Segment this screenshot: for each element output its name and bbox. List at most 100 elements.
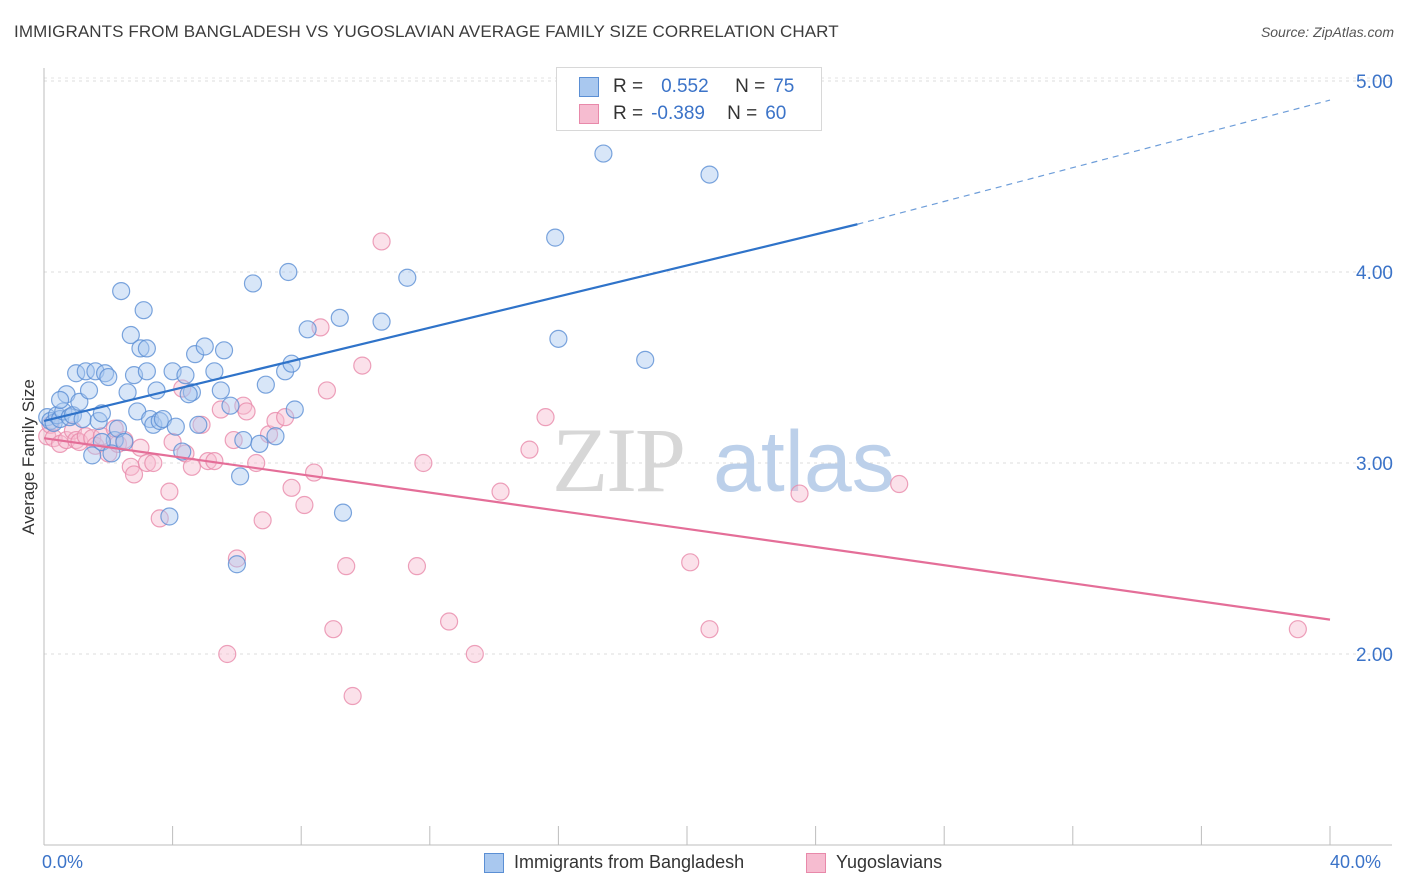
point-bangladesh — [195, 337, 214, 356]
point-yugoslavian — [890, 474, 909, 494]
point-bangladesh — [150, 411, 169, 431]
y-tick-label: 4.00 — [1356, 263, 1393, 284]
point-yugoslavian — [276, 408, 295, 427]
point-bangladesh — [546, 228, 565, 247]
x-tick-label-max: 40.0% — [1330, 852, 1382, 872]
watermark-atlas: atlas — [713, 414, 895, 510]
point-yugoslavian — [536, 408, 555, 427]
point-bangladesh — [700, 165, 719, 184]
point-bangladesh — [231, 467, 250, 486]
point-bangladesh — [333, 503, 353, 522]
point-yugoslavian — [317, 381, 337, 400]
legend-row-yugoslavians: R = -0.389 N = 60 — [579, 102, 786, 126]
point-yugoslavian — [439, 612, 459, 631]
watermark: ZIP atlas — [552, 409, 895, 511]
legend-n-label: N = — [735, 76, 766, 97]
point-bangladesh — [160, 507, 179, 526]
point-bangladesh — [186, 345, 205, 364]
point-yugoslavian — [324, 620, 343, 639]
point-yugoslavian — [234, 396, 253, 415]
series-legend: Immigrants from Bangladesh Yugoslavians — [0, 852, 1406, 878]
legend-row-bangladesh: R = 0.552 N = 75 — [579, 75, 794, 99]
point-yugoslavian — [414, 453, 433, 473]
legend-r-label: R = — [613, 76, 644, 97]
point-bangladesh — [76, 362, 95, 381]
point-bangladesh — [243, 274, 263, 293]
legend-swatch-blue — [579, 77, 599, 97]
point-bangladesh — [189, 415, 208, 434]
point-yugoslavian — [253, 511, 272, 530]
point-yugoslavian — [343, 686, 362, 706]
legend-swatch-pink — [806, 852, 826, 873]
point-yugoslavian — [224, 430, 243, 450]
point-bangladesh — [285, 400, 304, 419]
point-bangladesh — [282, 354, 301, 373]
point-yugoslavian — [163, 432, 182, 452]
trend-line-bangladesh — [43, 223, 858, 423]
legend-label-bangladesh: Immigrants from Bangladesh — [514, 852, 745, 872]
data-points — [38, 144, 1307, 706]
point-bangladesh — [549, 329, 568, 348]
point-bangladesh — [176, 366, 195, 385]
point-bangladesh — [79, 381, 99, 400]
point-yugoslavian — [304, 463, 324, 482]
point-bangladesh — [131, 339, 150, 358]
point-bangladesh — [221, 396, 240, 415]
y-axis-label: Average Family Size — [19, 379, 38, 535]
point-yugoslavian — [160, 482, 179, 501]
point-yugoslavian — [681, 553, 700, 572]
point-yugoslavian — [124, 465, 144, 484]
grid-lines — [44, 77, 1392, 655]
trend-lines — [43, 99, 1331, 621]
point-yugoslavian — [790, 484, 809, 503]
point-bangladesh — [214, 341, 234, 360]
point-bangladesh — [234, 430, 253, 450]
point-bangladesh — [50, 390, 70, 410]
y-tick-label: 2.00 — [1356, 645, 1393, 666]
legend-swatch-blue — [484, 852, 504, 873]
point-bangladesh — [256, 375, 275, 394]
point-bangladesh — [594, 144, 613, 163]
point-yugoslavian — [520, 440, 539, 459]
legend-n-value: 60 — [765, 103, 787, 124]
watermark-zip: ZIP — [552, 409, 684, 511]
x-tick-label-min: 0.0% — [42, 852, 84, 872]
point-yugoslavian — [700, 620, 719, 639]
legend-r-value: -0.389 — [651, 103, 705, 124]
point-yugoslavian — [137, 453, 156, 473]
point-yugoslavian — [237, 402, 256, 421]
point-yugoslavian — [266, 411, 285, 431]
correlation-legend: R = 0.552 N = 75 R = -0.389 N = 60 — [556, 67, 822, 131]
point-yugoslavian — [211, 400, 230, 419]
point-bangladesh — [83, 446, 102, 465]
legend-n-value: 75 — [773, 76, 795, 97]
point-yugoslavian — [295, 495, 314, 515]
point-bangladesh — [147, 381, 166, 400]
y-tick-label: 3.00 — [1356, 454, 1393, 475]
point-bangladesh — [372, 312, 391, 331]
point-bangladesh — [250, 434, 269, 453]
legend-label-yugoslavians: Yugoslavians — [836, 852, 943, 872]
legend-item-bangladesh[interactable]: Immigrants from Bangladesh — [484, 852, 744, 873]
point-bangladesh — [112, 282, 131, 301]
point-yugoslavian — [1288, 620, 1307, 639]
point-bangladesh — [166, 417, 185, 436]
point-yugoslavian — [491, 482, 510, 501]
point-yugoslavian — [227, 549, 246, 568]
trend-line-bangladesh-projection — [857, 99, 1331, 225]
point-bangladesh — [173, 442, 192, 461]
point-yugoslavian — [144, 453, 163, 473]
point-yugoslavian — [407, 557, 427, 576]
point-bangladesh — [279, 262, 298, 282]
trend-line-yugoslavians — [43, 437, 1331, 621]
legend-r-label: R = — [613, 103, 644, 124]
point-bangladesh — [266, 427, 285, 446]
point-yugoslavian — [282, 478, 301, 497]
point-bangladesh — [99, 367, 118, 387]
point-yugoslavian — [218, 644, 237, 664]
legend-item-yugoslavians[interactable]: Yugoslavians — [806, 852, 942, 873]
point-yugoslavian — [337, 557, 356, 576]
point-bangladesh — [636, 350, 655, 369]
chart-title: IMMIGRANTS FROM BANGLADESH VS YUGOSLAVIA… — [14, 22, 839, 41]
